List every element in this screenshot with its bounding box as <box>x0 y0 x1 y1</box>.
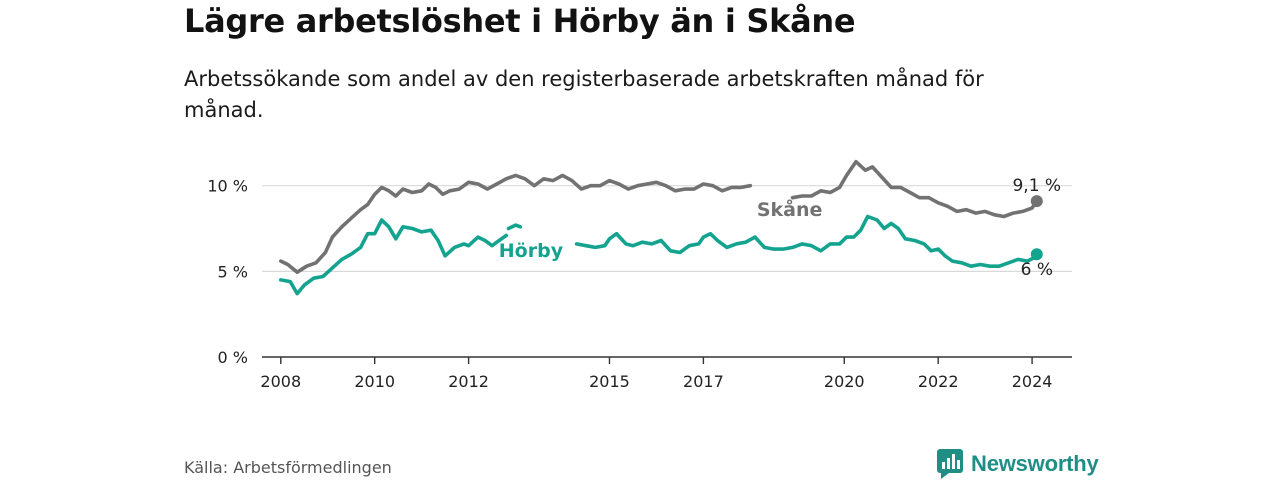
brand-name: Newsworthy <box>971 451 1099 476</box>
y-tick-label: 0 % <box>218 348 248 367</box>
end-point-hörby <box>1030 248 1043 261</box>
y-axis-ticks: 0 % 5 % 10 % <box>207 177 248 367</box>
end-point-skåne <box>1030 195 1043 208</box>
series-line-hörby <box>279 214 1039 296</box>
series-lines <box>279 159 1043 296</box>
x-tick-label: 2017 <box>683 372 724 391</box>
series-line-skåne <box>279 159 1039 274</box>
brand-logo[interactable]: Newsworthy <box>937 449 1099 479</box>
x-tick-label: 2012 <box>448 372 489 391</box>
x-tick-label: 2022 <box>918 372 959 391</box>
x-axis-ticks: 2008 2010 2012 2015 2017 2020 2022 2024 <box>260 357 1052 391</box>
y-tick-label: 10 % <box>207 177 248 196</box>
series-label: Skåne <box>757 197 823 221</box>
chart-title: Lägre arbetslöshet i Hörby än i Skåne <box>184 2 856 40</box>
newsworthy-logo-icon <box>937 449 963 479</box>
y-tick-label: 5 % <box>218 262 248 281</box>
end-value-label: 6 % <box>1021 260 1053 280</box>
series-label: Hörby <box>499 240 564 262</box>
series-labels: 9,1 % Skåne 6 % Hörby <box>499 176 1061 280</box>
x-tick-label: 2020 <box>824 372 865 391</box>
source-note: Källa: Arbetsförmedlingen <box>184 458 392 477</box>
end-value-label: 9,1 % <box>1012 176 1061 196</box>
x-tick-label: 2008 <box>260 372 301 391</box>
x-tick-label: 2015 <box>589 372 630 391</box>
x-tick-label: 2024 <box>1012 372 1053 391</box>
line-chart: 0 %5 %10 % 2008 2010 2012 2015 2017 2020 2022 2… <box>207 159 1072 391</box>
x-tick-label: 2010 <box>354 372 395 391</box>
chart-subtitle: Arbetssökande som andel av den registerb… <box>184 67 984 122</box>
